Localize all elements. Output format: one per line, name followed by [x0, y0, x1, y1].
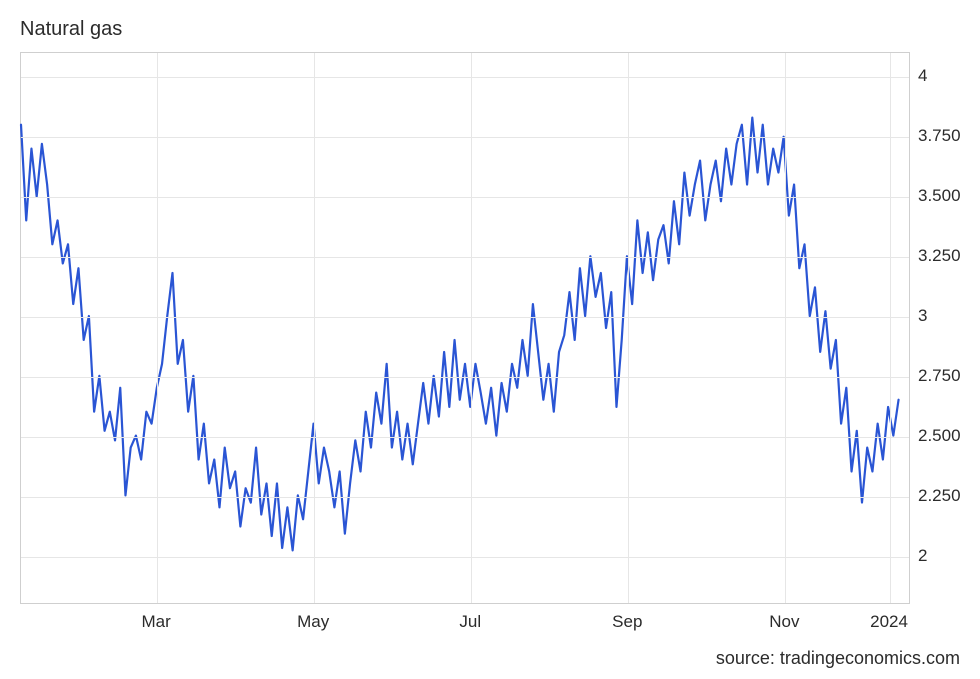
y-tick-label: 2.750 — [918, 366, 961, 386]
grid-line-v — [890, 53, 891, 603]
grid-line-v — [785, 53, 786, 603]
y-tick-label: 3.250 — [918, 246, 961, 266]
price-line — [21, 53, 909, 603]
x-tick-label: 2024 — [870, 612, 908, 632]
x-tick-label: Mar — [141, 612, 170, 632]
grid-line-h — [21, 497, 909, 498]
y-tick-label: 2.500 — [918, 426, 961, 446]
grid-line-v — [157, 53, 158, 603]
plot-area — [20, 52, 910, 604]
grid-line-h — [21, 257, 909, 258]
grid-line-v — [471, 53, 472, 603]
y-tick-label: 4 — [918, 66, 927, 86]
chart-container: Natural gas source: tradingeconomics.com… — [0, 0, 980, 679]
grid-line-h — [21, 197, 909, 198]
y-tick-label: 3 — [918, 306, 927, 326]
grid-line-v — [628, 53, 629, 603]
grid-line-h — [21, 77, 909, 78]
grid-line-v — [314, 53, 315, 603]
price-series-path — [21, 118, 899, 551]
y-tick-label: 2.250 — [918, 486, 961, 506]
x-tick-label: May — [297, 612, 329, 632]
grid-line-h — [21, 557, 909, 558]
y-tick-label: 3.750 — [918, 126, 961, 146]
grid-line-h — [21, 377, 909, 378]
grid-line-h — [21, 317, 909, 318]
x-tick-label: Nov — [769, 612, 799, 632]
x-tick-label: Jul — [459, 612, 481, 632]
grid-line-h — [21, 137, 909, 138]
x-tick-label: Sep — [612, 612, 642, 632]
y-tick-label: 3.500 — [918, 186, 961, 206]
grid-line-h — [21, 437, 909, 438]
source-label: source: tradingeconomics.com — [716, 648, 960, 669]
chart-title: Natural gas — [20, 18, 122, 41]
y-tick-label: 2 — [918, 546, 927, 566]
